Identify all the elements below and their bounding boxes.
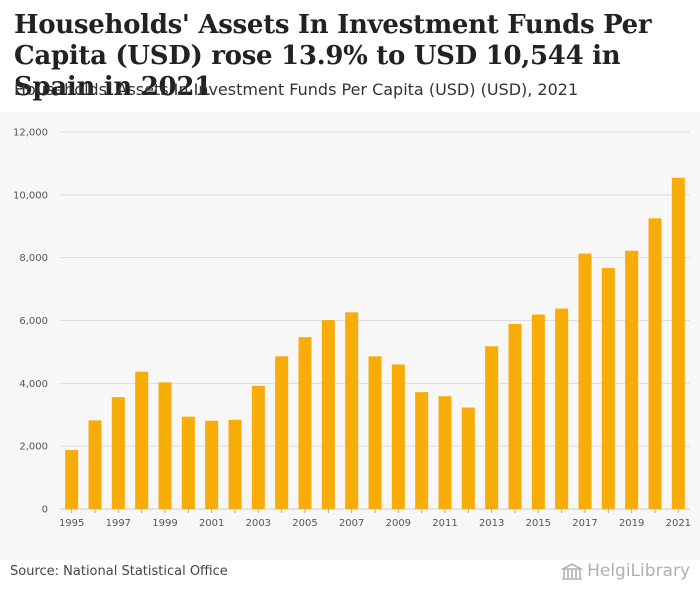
bar-2011[interactable]	[438, 396, 452, 509]
x-tick-label: 2015	[526, 518, 551, 529]
bar-1995[interactable]	[65, 449, 79, 509]
bar-2021[interactable]	[671, 177, 685, 509]
x-tick-label: 2001	[199, 518, 224, 529]
x-tick-label: 2019	[619, 518, 644, 529]
library-building-icon	[561, 563, 584, 580]
bar-2013[interactable]	[485, 346, 499, 509]
bar-2010[interactable]	[415, 392, 429, 509]
bar-2003[interactable]	[251, 385, 265, 509]
chart-header: Households' Assets In Investment Funds P…	[0, 0, 700, 112]
bar-2005[interactable]	[298, 337, 312, 509]
chart-subtitle: Households' Assets In Investment Funds P…	[14, 80, 579, 99]
x-tick-label: 2003	[246, 518, 271, 529]
bar-1997[interactable]	[111, 397, 125, 509]
brand-name: HelgiLibrary	[587, 561, 690, 581]
bar-2016[interactable]	[555, 308, 569, 509]
x-tick-label: 1999	[152, 518, 177, 529]
x-tick-label: 1997	[106, 518, 131, 529]
bar-1998[interactable]	[135, 371, 149, 509]
bar-2020[interactable]	[648, 218, 662, 509]
y-tick-label: 4,000	[19, 379, 48, 390]
bar-2009[interactable]	[391, 364, 405, 509]
x-tick-label: 2013	[479, 518, 504, 529]
chart-title: Households' Assets In Investment Funds P…	[14, 10, 652, 102]
bar-2007[interactable]	[345, 312, 359, 509]
bar-2017[interactable]	[578, 253, 592, 509]
y-tick-label: 0	[42, 505, 48, 516]
x-tick-label: 2021	[666, 518, 691, 529]
bar-2015[interactable]	[531, 314, 545, 509]
bar-2018[interactable]	[601, 268, 615, 509]
x-tick-label: 2005	[292, 518, 317, 529]
x-tick-label: 2011	[432, 518, 457, 529]
bar-2014[interactable]	[508, 323, 522, 509]
source-note: Source: National Statistical Office	[10, 564, 228, 579]
bar-2002[interactable]	[228, 419, 242, 509]
bar-2000[interactable]	[181, 416, 195, 509]
x-tick-label: 2009	[386, 518, 411, 529]
x-tick-label: 1995	[59, 518, 84, 529]
bar-2004[interactable]	[275, 356, 289, 509]
chart-footer	[0, 560, 700, 596]
y-tick-label: 6,000	[19, 316, 48, 327]
bar-2012[interactable]	[461, 407, 475, 509]
bar-2001[interactable]	[205, 420, 219, 509]
x-tick-label: 2017	[572, 518, 597, 529]
y-tick-label: 12,000	[13, 128, 48, 139]
y-tick-label: 8,000	[19, 253, 48, 264]
bar-2019[interactable]	[625, 250, 639, 509]
bar-1999[interactable]	[158, 382, 172, 509]
x-tick-label: 2007	[339, 518, 364, 529]
brand-logo[interactable]: HelgiLibrary	[561, 561, 690, 581]
bar-2006[interactable]	[321, 320, 335, 509]
bar-chart: 0 2,000 4,000 6,000 8,000 10,000 12,000 1995 199…	[13, 128, 691, 530]
bar-2008[interactable]	[368, 356, 382, 509]
y-tick-label: 2,000	[19, 442, 48, 453]
y-tick-label: 10,000	[13, 190, 48, 201]
bar-1996[interactable]	[88, 420, 102, 509]
